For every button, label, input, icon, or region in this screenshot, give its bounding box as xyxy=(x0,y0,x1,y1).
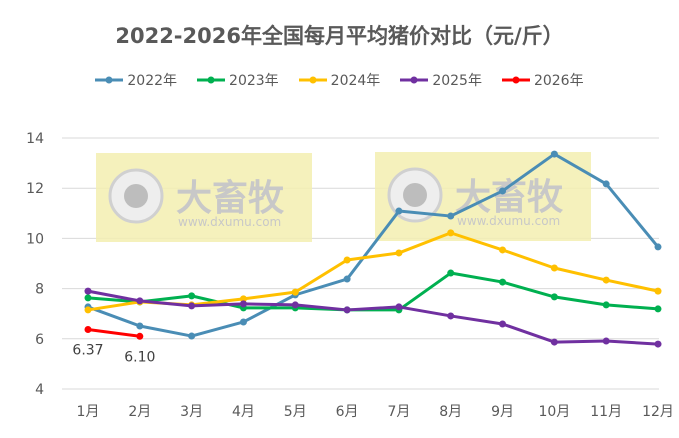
data-point xyxy=(291,288,299,296)
data-point xyxy=(343,275,351,283)
data-point xyxy=(84,326,92,334)
x-tick-label: 5月 xyxy=(284,404,307,420)
legend: 2022年 2023年 2024年 2025年 2026年 xyxy=(0,70,679,90)
data-point xyxy=(654,287,662,295)
data-point xyxy=(447,312,455,320)
legend-marker-icon xyxy=(298,76,327,84)
legend-marker-icon xyxy=(400,76,429,84)
series-line xyxy=(87,289,659,346)
watermark-url: www.dxumu.com xyxy=(178,215,281,229)
data-point xyxy=(395,303,403,311)
x-tick-label: 3月 xyxy=(180,404,203,420)
data-point xyxy=(136,332,144,340)
legend-label: 2026年 xyxy=(533,73,584,89)
data-point xyxy=(84,306,92,314)
legend-item: 2023年 xyxy=(197,70,279,90)
data-point xyxy=(654,340,662,348)
data-point xyxy=(188,332,196,340)
data-point xyxy=(84,294,92,302)
data-point xyxy=(395,207,403,215)
data-point xyxy=(550,150,558,158)
legend-item: 2026年 xyxy=(501,70,584,90)
legend-label: 2025年 xyxy=(432,73,482,89)
watermark-pupil-icon xyxy=(403,183,427,207)
data-point xyxy=(447,212,455,220)
y-tick-label: 12 xyxy=(26,181,44,197)
watermark-pupil-icon xyxy=(124,184,148,208)
legend-marker-icon xyxy=(95,76,124,84)
legend-label: 2023年 xyxy=(229,73,279,89)
data-point xyxy=(239,295,247,303)
x-tick-label: 11月 xyxy=(590,404,622,420)
data-point xyxy=(499,320,507,328)
data-point xyxy=(654,305,662,313)
data-point xyxy=(602,301,610,309)
x-tick-label: 12月 xyxy=(642,404,674,420)
legend-item: 2024年 xyxy=(298,70,381,90)
x-tick-label: 6月 xyxy=(336,404,359,420)
data-point xyxy=(136,322,144,330)
chart-title: 2022-2026年全国每月平均猪价对比（元/斤） xyxy=(115,24,564,48)
series-2026年: 6.37 6.10 xyxy=(72,326,155,365)
x-tick-label: 8月 xyxy=(439,404,462,420)
series-line xyxy=(87,152,660,338)
y-tick-label: 8 xyxy=(35,282,44,298)
legend-item: 2022年 xyxy=(95,70,177,90)
data-point xyxy=(188,302,196,310)
data-point xyxy=(239,318,247,326)
data-point xyxy=(602,276,610,284)
watermark-brand: 大畜牧 xyxy=(455,177,564,218)
data-point xyxy=(654,243,662,251)
series-2025年 xyxy=(84,287,662,348)
y-tick-label: 4 xyxy=(35,382,44,398)
data-point xyxy=(291,301,299,309)
y-tick-label: 6 xyxy=(35,332,44,348)
x-tick-label: 1月 xyxy=(77,404,100,420)
data-point xyxy=(239,300,247,308)
x-tick-label: 2月 xyxy=(128,404,151,420)
data-point xyxy=(602,180,610,188)
data-point xyxy=(395,249,403,257)
series-line xyxy=(87,328,141,338)
data-label: 6.10 xyxy=(124,349,155,365)
x-tick-label: 9月 xyxy=(491,404,514,420)
data-point xyxy=(188,292,196,300)
data-point xyxy=(550,264,558,272)
y-tick-label: 10 xyxy=(26,231,44,247)
y-tick-label: 14 xyxy=(26,131,44,147)
legend-marker-icon xyxy=(501,76,530,84)
data-point xyxy=(550,338,558,346)
data-point xyxy=(447,229,455,237)
data-point xyxy=(550,293,558,301)
data-label: 6.37 xyxy=(72,343,103,359)
data-point xyxy=(499,278,507,286)
data-point xyxy=(602,337,610,345)
data-point xyxy=(447,269,455,277)
legend-label: 2024年 xyxy=(330,73,381,89)
data-point xyxy=(84,287,92,295)
series-line xyxy=(87,271,659,312)
data-point xyxy=(499,187,507,195)
watermark-url: www.dxumu.com xyxy=(457,214,560,228)
x-tick-label: 4月 xyxy=(232,404,255,420)
data-point xyxy=(343,256,351,264)
data-point xyxy=(343,306,351,314)
legend-label: 2022年 xyxy=(127,73,178,89)
legend-item: 2025年 xyxy=(400,70,482,90)
x-tick-label: 10月 xyxy=(538,404,570,420)
watermark-brand: 大畜牧 xyxy=(176,178,285,219)
data-point xyxy=(136,297,144,305)
data-point xyxy=(499,246,507,254)
legend-marker-icon xyxy=(197,76,226,84)
series-2023年 xyxy=(84,269,662,314)
x-tick-label: 7月 xyxy=(387,404,410,420)
